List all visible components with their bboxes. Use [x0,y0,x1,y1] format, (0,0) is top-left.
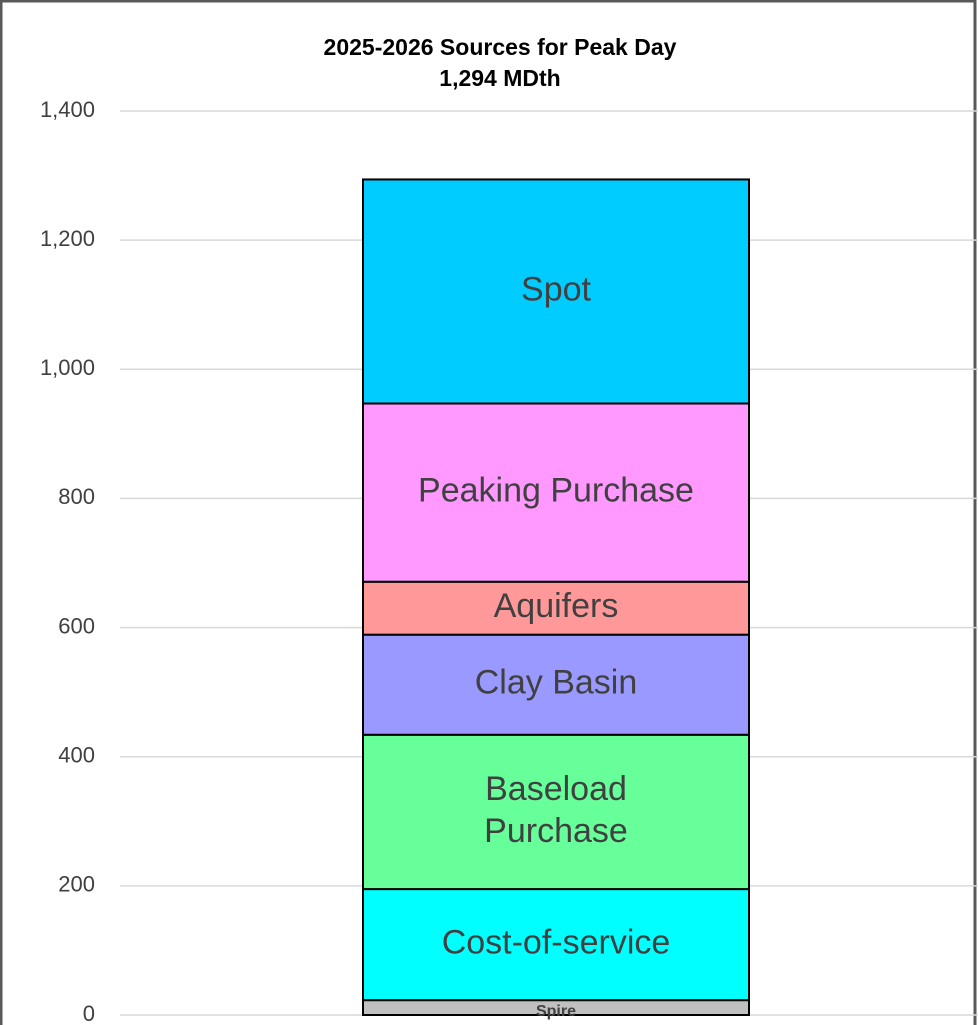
y-tick-label: 400 [58,743,95,768]
y-tick-label: 0 [83,1001,95,1025]
bar-segment [362,402,750,583]
bar-segment [362,733,750,891]
bar-segment [362,178,750,405]
segment-label: Spot [521,270,591,308]
y-tick-label: 200 [58,872,95,897]
y-tick-label: 1,400 [40,97,95,122]
y-tick-label: 1,200 [40,226,95,251]
y-tick-label: 1,000 [40,355,95,380]
segment-label: Clay Basin [475,664,638,702]
bar-segment [362,888,750,1002]
y-tick-label: 800 [58,484,95,509]
chart-title: 2025-2026 Sources for Peak Day [324,34,677,60]
segment-label: Baseload Purchase [484,770,628,850]
segment-label: Peaking Purchase [418,472,694,510]
segment-label: Cost-of-service [442,924,671,962]
y-tick-label: 600 [58,613,95,638]
segment-label: Aquifers [494,587,619,625]
segment-label: Spire [536,1003,576,1020]
chart-subtitle: 1,294 MDth [439,65,560,91]
